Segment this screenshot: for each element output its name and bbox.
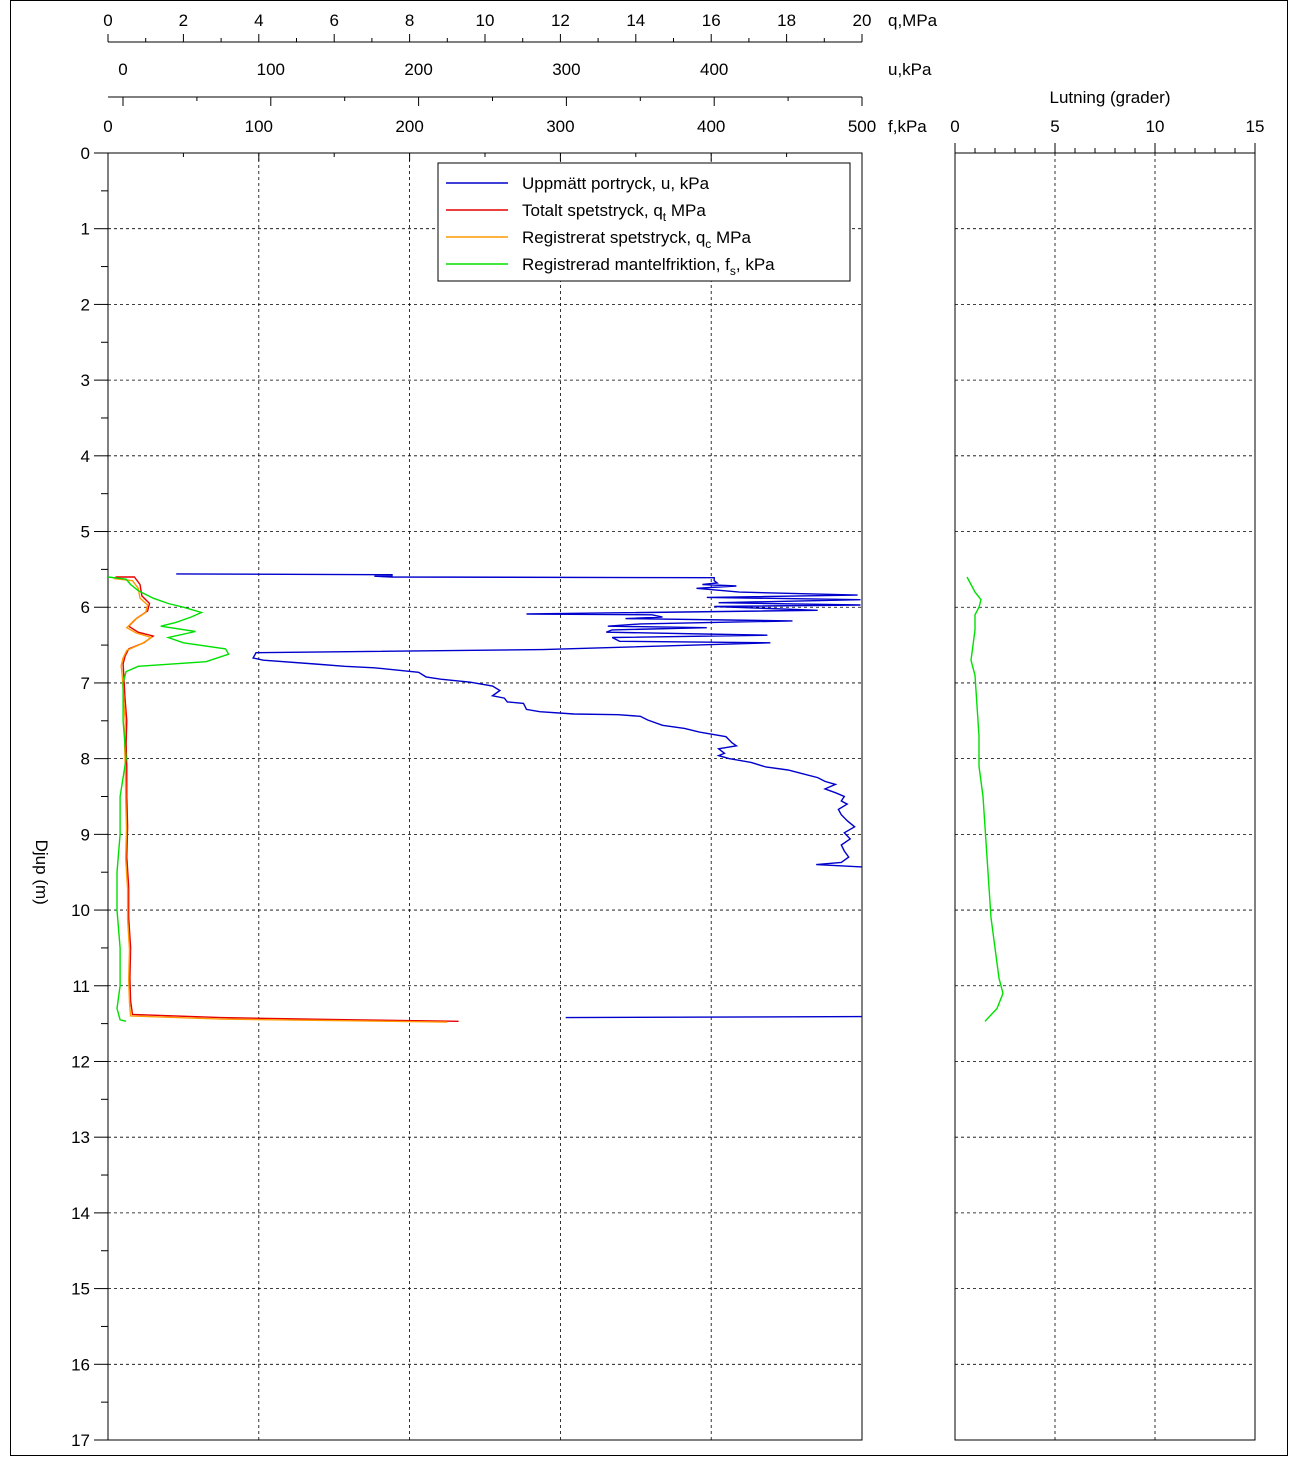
y-tick-label: 17 xyxy=(71,1431,90,1450)
y-tick-label: 15 xyxy=(71,1280,90,1299)
series-line-q xyxy=(115,576,459,1022)
y-tick-label: 3 xyxy=(81,371,90,390)
y-tick-label: 0 xyxy=(81,144,90,163)
y-tick-label: 5 xyxy=(81,523,90,542)
series-line-q xyxy=(113,577,448,1023)
q-tick-label: 6 xyxy=(329,11,338,30)
y-axis-label: Djup (m) xyxy=(32,840,51,905)
q-tick-label: 2 xyxy=(179,11,188,30)
side-series-line xyxy=(966,576,1004,1022)
q-tick-label: 12 xyxy=(551,11,570,30)
y-tick-label: 4 xyxy=(81,447,90,466)
legend-entry: Totalt spetstryck, qt MPa xyxy=(522,201,706,224)
y-tick-label: 2 xyxy=(81,295,90,314)
f-tick-label: 400 xyxy=(697,117,725,136)
y-tick-label: 13 xyxy=(71,1128,90,1147)
f-tick-label: 100 xyxy=(245,117,273,136)
y-tick-label: 14 xyxy=(71,1204,90,1223)
side-x-tick-label: 0 xyxy=(950,117,959,136)
u-tick-label: 0 xyxy=(118,60,127,79)
main-plot-area xyxy=(107,152,863,1441)
y-tick-label: 12 xyxy=(71,1052,90,1071)
f-tick-label: 0 xyxy=(103,117,112,136)
y-tick-label: 10 xyxy=(71,901,90,920)
side-x-tick-label: 15 xyxy=(1246,117,1265,136)
legend-entry: Uppmätt portryck, u, kPa xyxy=(522,174,710,193)
q-tick-label: 8 xyxy=(405,11,414,30)
legend-entry: Registrerat spetstryck, qc MPa xyxy=(522,228,752,251)
u-tick-label: 400 xyxy=(700,60,728,79)
q-tick-label: 10 xyxy=(476,11,495,30)
q-tick-label: 16 xyxy=(702,11,721,30)
u-tick-label: 100 xyxy=(257,60,285,79)
u-tick-label: 200 xyxy=(404,60,432,79)
y-tick-label: 11 xyxy=(72,977,90,996)
q-tick-label: 14 xyxy=(626,11,645,30)
y-tick-label: 16 xyxy=(71,1355,90,1374)
y-tick-label: 8 xyxy=(81,750,90,769)
f-tick-label: 200 xyxy=(395,117,423,136)
f-axis-unit: f,kPa xyxy=(888,117,927,136)
u-axis-unit: u,kPa xyxy=(888,60,932,79)
q-tick-label: 4 xyxy=(254,11,263,30)
u-tick-label: 300 xyxy=(552,60,580,79)
side-x-tick-label: 5 xyxy=(1050,117,1059,136)
y-tick-label: 9 xyxy=(81,825,90,844)
q-tick-label: 20 xyxy=(853,11,872,30)
y-tick-label: 7 xyxy=(81,674,90,693)
legend-entry: Registrerad mantelfriktion, fs, kPa xyxy=(522,255,775,278)
side-plot-area xyxy=(954,152,1256,1441)
y-tick-label: 1 xyxy=(81,220,90,239)
q-tick-label: 0 xyxy=(103,11,112,30)
series-line-u xyxy=(176,573,862,1019)
f-tick-label: 500 xyxy=(848,117,876,136)
f-tick-label: 300 xyxy=(546,117,574,136)
q-tick-label: 18 xyxy=(777,11,796,30)
side-panel-title: Lutning (grader) xyxy=(1050,88,1171,107)
series-line-f xyxy=(108,576,230,1022)
chart-frame xyxy=(10,0,1288,1456)
q-axis-unit: q,MPa xyxy=(888,11,938,30)
side-x-tick-label: 10 xyxy=(1146,117,1165,136)
y-tick-label: 6 xyxy=(81,598,90,617)
